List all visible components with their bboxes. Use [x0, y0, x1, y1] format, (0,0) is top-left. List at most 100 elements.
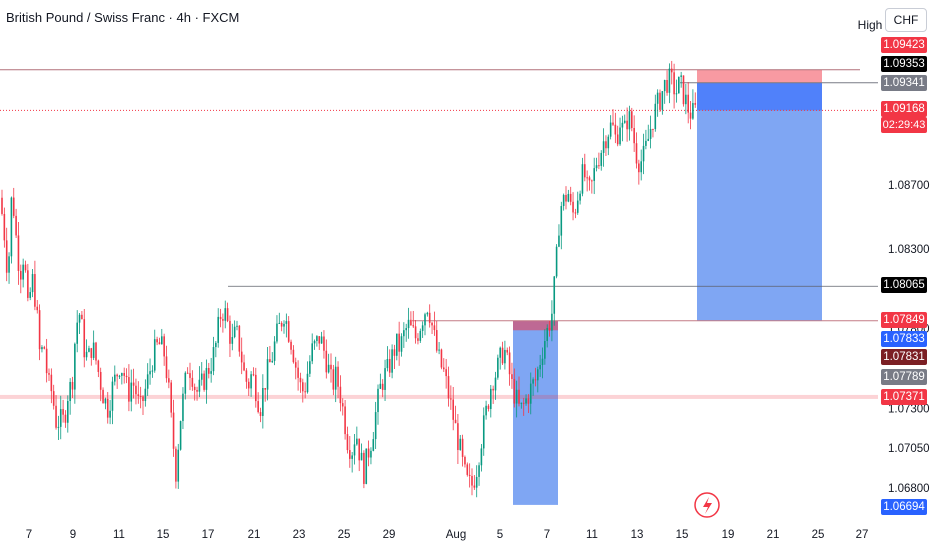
- candle-body: [38, 310, 41, 350]
- candle-body: [445, 369, 447, 377]
- candle-body: [212, 347, 215, 372]
- candle-body: [377, 388, 379, 413]
- candle-body: [41, 347, 43, 350]
- candle-body: [558, 235, 560, 247]
- candle-body: [621, 122, 624, 128]
- candle-body: [680, 75, 682, 77]
- candle-body: [499, 347, 501, 358]
- candle-body: [236, 325, 238, 327]
- candle-body: [104, 398, 107, 404]
- candle-body: [391, 349, 393, 373]
- candle-body: [90, 348, 93, 358]
- candle-body: [487, 405, 490, 409]
- x-tick-label: 7: [26, 529, 32, 541]
- candle-body: [652, 128, 654, 130]
- candle-body: [450, 398, 452, 400]
- zone-short-stop: [697, 69, 822, 83]
- zone-demand: [513, 320, 558, 505]
- candle-body: [689, 112, 692, 119]
- x-tick-label: 15: [157, 529, 170, 541]
- price-label-level-f: 1.07789: [881, 369, 927, 385]
- candle-body: [17, 235, 20, 271]
- candle-body: [130, 382, 133, 402]
- candle-body: [511, 374, 513, 379]
- candle-body: [642, 145, 645, 162]
- candle-body: [116, 374, 118, 377]
- candle-body: [170, 382, 172, 413]
- candle-body: [81, 314, 83, 320]
- candle-body: [334, 366, 337, 390]
- candle-body: [198, 379, 201, 392]
- candle-body: [149, 371, 151, 375]
- candle-body: [482, 415, 485, 449]
- candle-body: [388, 359, 391, 373]
- candle-body: [400, 336, 403, 352]
- candle-body: [226, 308, 229, 321]
- candle-body: [156, 339, 158, 343]
- candle-body: [22, 264, 24, 280]
- y-tick-label: 1.08300: [888, 244, 930, 256]
- y-tick-label: 1.07300: [888, 403, 930, 415]
- candle-body: [579, 193, 581, 201]
- candle-body: [466, 464, 469, 475]
- candle-body: [168, 378, 170, 383]
- candle-body: [464, 456, 466, 465]
- candle-body: [43, 347, 46, 349]
- candle-body: [457, 423, 459, 450]
- candle-body: [48, 373, 50, 375]
- candle-body: [102, 389, 104, 404]
- candle-body: [229, 320, 231, 344]
- x-tick-label: Aug: [446, 529, 466, 541]
- candle-body: [668, 68, 671, 93]
- zone-demand-top: [513, 320, 558, 331]
- candle-body: [518, 389, 520, 404]
- candle-body: [264, 388, 266, 390]
- candle-body: [146, 374, 149, 389]
- flash-icon[interactable]: [694, 492, 720, 518]
- candle-body: [182, 393, 184, 422]
- candle-body: [612, 122, 614, 125]
- candle-body: [372, 439, 375, 451]
- candle-body: [45, 348, 48, 374]
- candle-body: [205, 367, 208, 390]
- candle-body: [111, 381, 114, 411]
- candle-body: [365, 448, 368, 484]
- candle-body: [163, 336, 165, 357]
- x-tick-label: 9: [70, 529, 76, 541]
- y-tick-label: 1.07050: [888, 443, 930, 455]
- candle-body: [88, 348, 90, 352]
- candle-body: [522, 402, 525, 404]
- candle-body: [435, 330, 438, 351]
- candle-body: [367, 448, 370, 458]
- high-label: High: [856, 16, 884, 34]
- candle-body: [454, 419, 457, 424]
- chart-levels: [0, 69, 878, 399]
- price-label-high: 1.09423: [881, 37, 927, 53]
- candle-body: [172, 412, 175, 449]
- candle-body: [374, 412, 377, 440]
- candle-body: [638, 163, 640, 173]
- candle-body: [586, 177, 588, 179]
- candle-body: [459, 438, 462, 450]
- currency-button[interactable]: CHF: [885, 8, 927, 32]
- candle-body: [109, 410, 111, 418]
- candle-body: [685, 94, 687, 105]
- candle-body: [158, 342, 161, 345]
- candle-body: [327, 364, 330, 373]
- candle-body: [269, 359, 271, 363]
- candle-body: [673, 72, 675, 95]
- candle-body: [417, 338, 419, 341]
- candle-body: [266, 359, 269, 390]
- candle-body: [473, 485, 476, 488]
- candle-body: [544, 341, 546, 359]
- candle-body: [125, 375, 128, 378]
- candle-body: [403, 330, 405, 337]
- candle-body: [614, 124, 617, 135]
- candle-body: [306, 373, 309, 393]
- candle-body: [396, 333, 398, 356]
- candle-body: [57, 426, 60, 428]
- candle-body: [537, 369, 539, 381]
- candle-body: [142, 396, 144, 402]
- candle-body: [602, 141, 605, 153]
